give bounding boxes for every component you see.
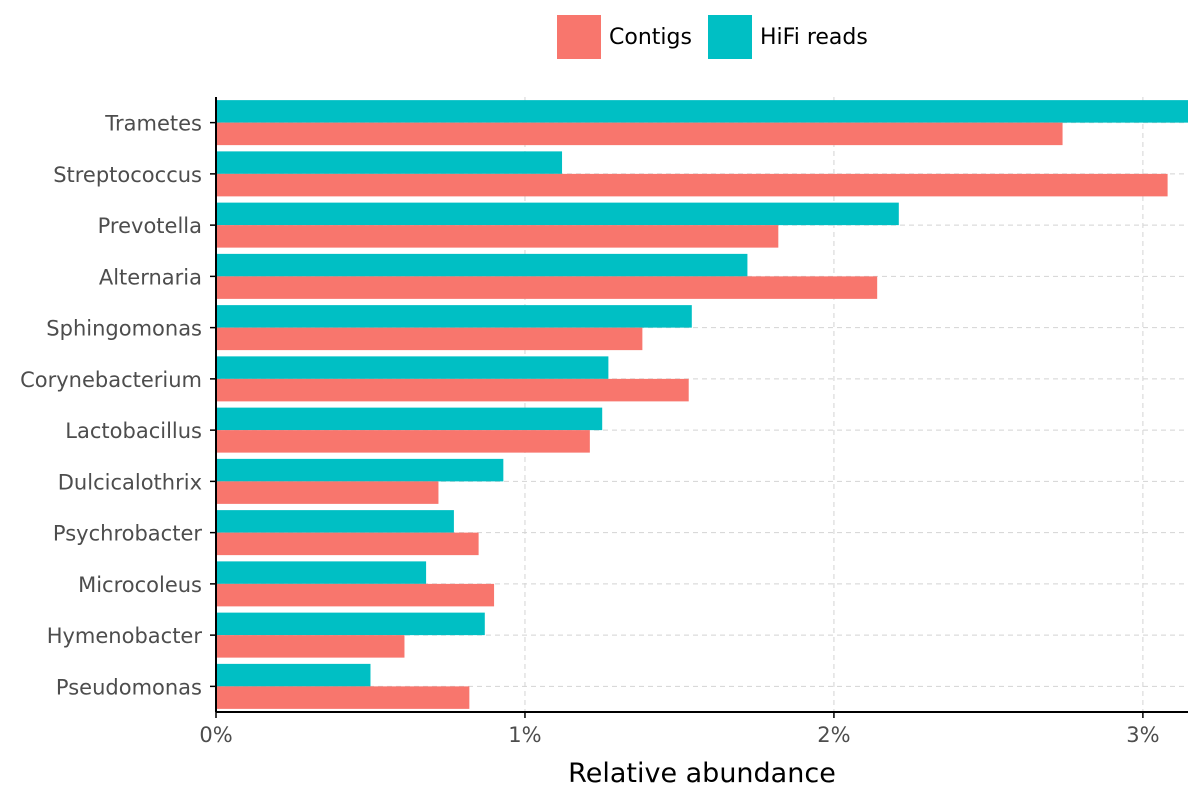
x-tick-label: 0% — [199, 723, 232, 747]
y-tick-label: Lactobacillus — [65, 419, 202, 443]
bar-hifi-reads — [216, 151, 563, 174]
bar-contigs — [216, 481, 439, 504]
bar-hifi-reads — [216, 612, 485, 636]
bar-hifi-reads — [216, 356, 609, 379]
bar-contigs — [216, 122, 1063, 146]
y-tick-label: Microcoleus — [78, 573, 202, 597]
bar-hifi-reads — [216, 202, 899, 226]
x-tick-label: 1% — [508, 723, 541, 747]
bar-contigs — [216, 532, 479, 556]
y-tick-label: Corynebacterium — [20, 368, 202, 392]
bar-contigs — [216, 327, 643, 351]
bar-contigs — [216, 635, 405, 658]
bar-hifi-reads — [216, 561, 427, 584]
bar-hifi-reads — [216, 407, 603, 431]
axes: Trametes Streptococcus Prevotella Alternari… — [20, 97, 1188, 747]
bar-contigs — [216, 276, 878, 299]
legend-swatch-hifi-reads — [708, 15, 752, 59]
bar-contigs — [216, 583, 495, 607]
y-tick-label: Prevotella — [98, 214, 202, 238]
bar-hifi-reads — [216, 458, 504, 482]
legend: Contigs HiFi reads — [557, 15, 868, 59]
bar-hifi-reads — [216, 100, 1188, 123]
x-tick-label: 3% — [1126, 723, 1159, 747]
y-tick-label: Psychrobacter — [53, 522, 202, 546]
bar-contigs — [216, 378, 689, 402]
bar-hifi-reads — [216, 663, 371, 687]
bar-contigs — [216, 430, 590, 453]
bar-hifi-reads — [216, 510, 454, 533]
legend-label: HiFi reads — [760, 25, 868, 50]
y-tick-label: Streptococcus — [53, 163, 202, 187]
y-tick-label: Pseudomonas — [56, 675, 202, 699]
y-tick-label: Sphingomonas — [46, 317, 202, 341]
y-tick-label: Alternaria — [99, 265, 202, 289]
bars — [216, 100, 1188, 709]
legend-swatch-contigs — [557, 15, 601, 59]
bar-contigs — [216, 225, 779, 248]
y-tick-label: Hymenobacter — [47, 624, 203, 648]
x-tick-label: 2% — [817, 723, 850, 747]
bar-contigs — [216, 686, 470, 709]
y-tick-label: Dulcicalothrix — [58, 470, 202, 494]
bar-contigs — [216, 173, 1168, 197]
bar-hifi-reads — [216, 305, 692, 328]
bar-hifi-reads — [216, 253, 748, 277]
legend-label: Contigs — [609, 25, 692, 50]
y-tick-label: Trametes — [104, 112, 202, 136]
x-axis-label: Relative abundance — [568, 758, 836, 789]
